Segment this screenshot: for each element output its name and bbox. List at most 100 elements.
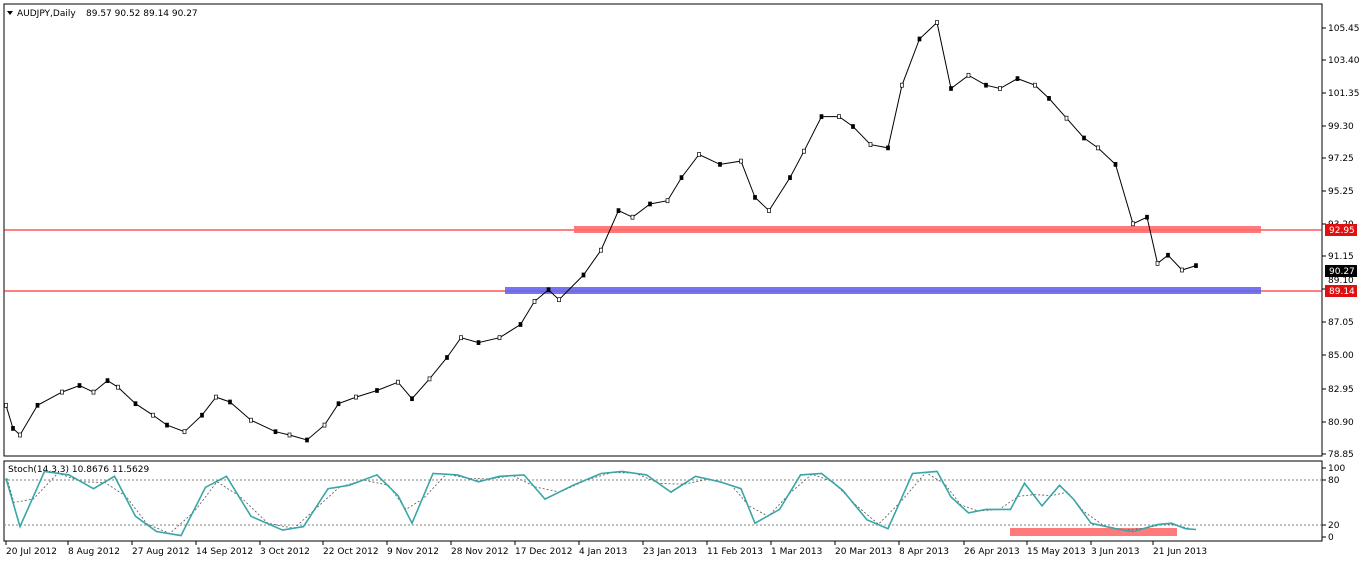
stoch-series: [5, 470, 1197, 537]
collapse-triangle-icon[interactable]: [7, 11, 13, 15]
price-point: [151, 412, 155, 418]
date-tick-6: 22 Oct 2012: [322, 541, 379, 557]
svg-text:1 Mar 2013: 1 Mar 2013: [771, 547, 822, 557]
svg-text:89.10: 89.10: [1328, 276, 1354, 286]
price-point: [322, 422, 327, 428]
svg-text:14 Sep 2012: 14 Sep 2012: [196, 547, 253, 557]
svg-text:103.40: 103.40: [1328, 56, 1360, 66]
price-tick-11: 85.00: [1322, 351, 1354, 361]
price-point: [557, 297, 561, 303]
svg-text:80: 80: [1328, 476, 1340, 486]
price-point: [1047, 96, 1051, 101]
price-point: [476, 340, 481, 345]
svg-text:95.25: 95.25: [1328, 187, 1354, 197]
price-point: [1082, 135, 1086, 141]
price-point: [60, 389, 64, 395]
price-point: [532, 299, 537, 304]
svg-text:78.85: 78.85: [1328, 450, 1354, 460]
support-zone[interactable]: [505, 287, 1261, 294]
stoch-main-line: [5, 470, 1197, 537]
support-price-tag: [1325, 285, 1357, 297]
svg-text:22 Oct 2012: 22 Oct 2012: [323, 547, 379, 557]
price-point: [305, 437, 309, 443]
price-point: [697, 152, 701, 157]
svg-text:91.15: 91.15: [1328, 252, 1354, 262]
svg-text:21 Jun 2013: 21 Jun 2013: [1153, 547, 1207, 557]
price-point: [648, 201, 652, 207]
svg-text:20 Mar 2013: 20 Mar 2013: [835, 547, 892, 557]
resistance-price-label: 92.95: [1329, 226, 1355, 236]
price-point: [354, 394, 358, 400]
date-tick-10: 4 Jan 2013: [578, 541, 627, 557]
price-point: [837, 114, 841, 119]
price-point: [1155, 261, 1160, 266]
price-axis: 105.45 103.40 101.35 99.30 97.25 95.25 9…: [1322, 24, 1360, 460]
date-tick-16: 26 Apr 2013: [963, 541, 1020, 557]
svg-text:26 Apr 2013: 26 Apr 2013: [964, 547, 1020, 557]
date-tick-15: 8 Apr 2013: [898, 541, 949, 557]
support-price-label: 89.14: [1329, 287, 1355, 297]
price-point: [105, 378, 110, 383]
stoch-axis: 100 80 20 0: [1322, 464, 1345, 543]
stochastic-pane[interactable]: [3, 460, 1323, 542]
price-tick-13: 80.90: [1322, 418, 1354, 428]
price-point: [91, 389, 96, 395]
stoch-oversold-zone[interactable]: [1010, 528, 1177, 536]
price-point: [984, 82, 988, 88]
price-point: [1131, 221, 1135, 227]
price-tick-10: 87.05: [1322, 318, 1354, 328]
price-point: [1180, 267, 1184, 273]
svg-text:0: 0: [1328, 533, 1334, 543]
date-tick-17: 15 May 2013: [1026, 541, 1086, 557]
svg-text:28 Nov 2012: 28 Nov 2012: [451, 547, 509, 557]
price-point: [900, 82, 904, 88]
price-tick-5: 97.25: [1322, 154, 1354, 164]
price-tick-8: 91.15: [1322, 252, 1354, 262]
price-point: [116, 384, 120, 390]
price-tick-2: 103.40: [1322, 56, 1360, 66]
price-point: [1145, 214, 1149, 220]
price-point: [886, 145, 890, 151]
date-tick-13: 1 Mar 2013: [770, 541, 822, 557]
svg-text:97.25: 97.25: [1328, 154, 1354, 164]
symbol-title: AUDJPY,Daily: [17, 9, 76, 19]
price-point: [133, 401, 138, 407]
svg-text:20 Jul 2012: 20 Jul 2012: [6, 547, 57, 557]
price-tick-14: 78.85: [1322, 450, 1354, 460]
date-tick-5: 3 Oct 2012: [259, 541, 310, 557]
date-tick-4: 14 Sep 2012: [195, 541, 253, 557]
price-series: [4, 20, 1198, 443]
stochastic-label: Stoch(14,3,3) 10.8676 11.5629: [8, 465, 149, 475]
price-point: [917, 36, 922, 42]
resistance-zone[interactable]: [574, 226, 1261, 233]
price-point: [788, 175, 792, 180]
svg-text:101.35: 101.35: [1328, 89, 1360, 99]
date-tick-1: 20 Jul 2012: [5, 541, 57, 557]
ohlc-values: 89.57 90.52 89.14 90.27: [86, 9, 198, 19]
price-point: [949, 86, 953, 91]
date-tick-8: 28 Nov 2012: [450, 541, 509, 557]
svg-text:20: 20: [1328, 521, 1340, 531]
svg-text:3 Oct 2012: 3 Oct 2012: [260, 547, 310, 557]
current-price-tag: [1325, 265, 1357, 277]
price-tick-1: 105.45: [1322, 24, 1360, 34]
price-point: [679, 175, 684, 180]
date-tick-2: 8 Aug 2012: [67, 541, 120, 557]
price-tick-4: 99.30: [1322, 122, 1354, 132]
price-point: [182, 429, 187, 435]
svg-text:23 Jan 2013: 23 Jan 2013: [643, 547, 697, 557]
current-price-label: 90.27: [1329, 267, 1355, 277]
svg-text:4 Jan 2013: 4 Jan 2013: [579, 547, 627, 557]
date-axis: 20 Jul 2012 8 Aug 2012 27 Aug 2012 14 Se…: [5, 541, 1207, 557]
price-point: [336, 401, 341, 407]
date-tick-19: 21 Jun 2013: [1152, 541, 1207, 557]
price-point: [77, 383, 82, 388]
svg-text:8 Aug 2012: 8 Aug 2012: [68, 547, 120, 557]
svg-text:17 Dec 2012: 17 Dec 2012: [515, 547, 573, 557]
svg-text:82.95: 82.95: [1328, 385, 1354, 395]
price-point: [287, 432, 292, 438]
price-point: [497, 335, 502, 341]
price-point: [11, 426, 15, 431]
